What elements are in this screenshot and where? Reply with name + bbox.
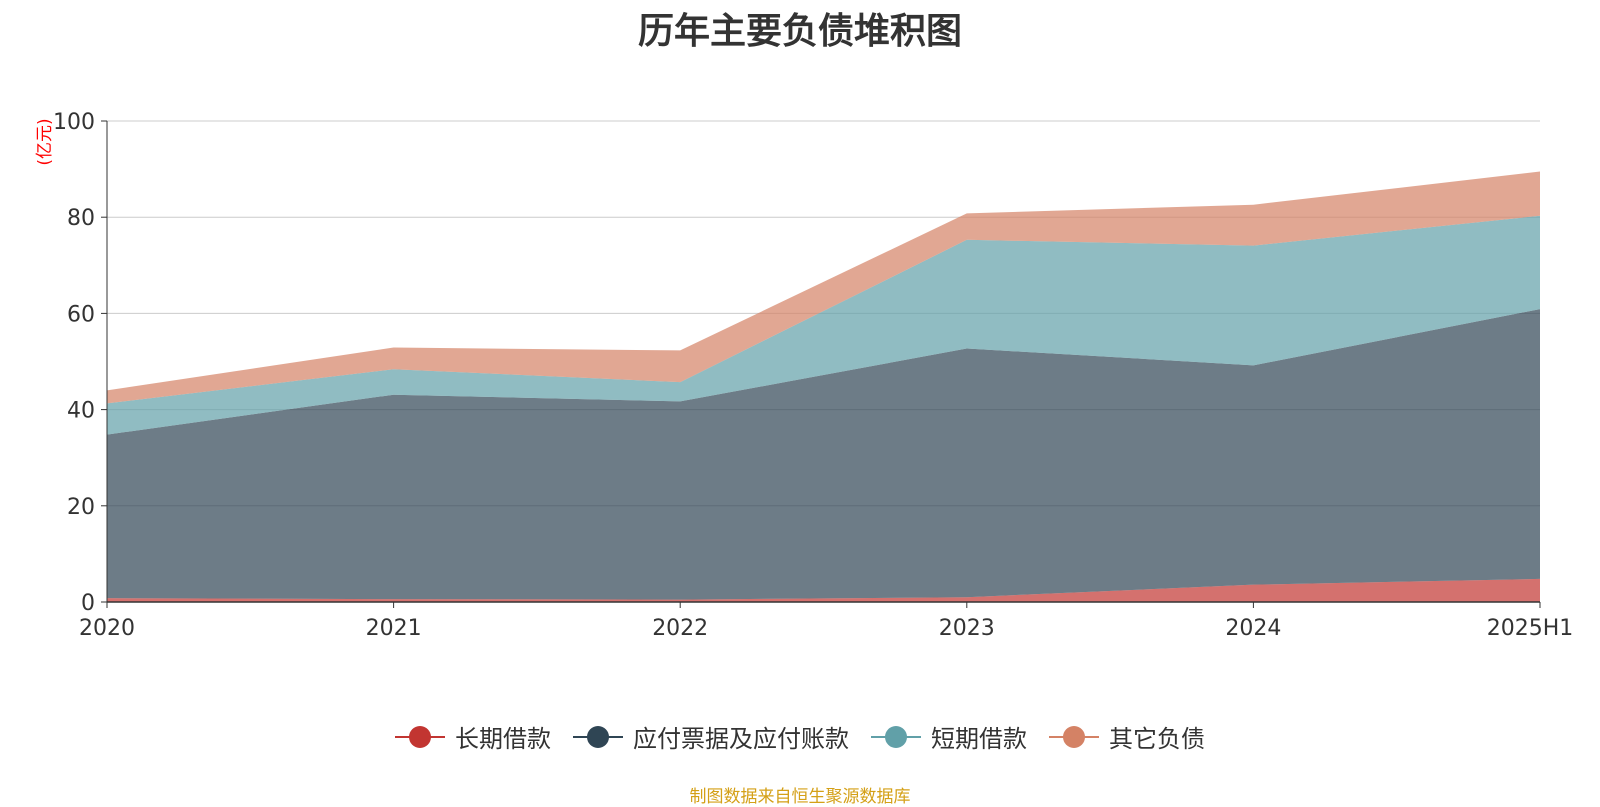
area-series-3[interactable] bbox=[107, 215, 1540, 435]
legend-label: 长期借款 bbox=[455, 725, 551, 753]
x-tick-label: 2021 bbox=[366, 616, 422, 641]
y-tick-label: 40 bbox=[67, 399, 95, 424]
legend-item-3[interactable]: 短期借款 bbox=[871, 719, 1027, 754]
area-series-1[interactable] bbox=[107, 578, 1540, 602]
area-series-2[interactable] bbox=[107, 309, 1540, 600]
legend-marker-icon bbox=[871, 725, 921, 748]
legend-marker-icon bbox=[1049, 725, 1099, 748]
area-series-4[interactable] bbox=[107, 171, 1540, 404]
y-tick-label: 20 bbox=[67, 495, 95, 520]
legend: 长期借款 应付票据及应付账款 短期借款 其它负债 bbox=[0, 719, 1600, 754]
legend-marker-icon bbox=[395, 725, 445, 748]
y-tick-label: 60 bbox=[67, 302, 95, 327]
legend-item-4[interactable]: 其它负债 bbox=[1049, 719, 1205, 754]
x-tick-label: 2024 bbox=[1225, 616, 1281, 641]
y-tick-label: 80 bbox=[67, 206, 95, 231]
source-note: 制图数据来自恒生聚源数据库 bbox=[689, 787, 911, 807]
x-tick-label: 2025H1 bbox=[1487, 616, 1574, 641]
legend-marker-icon bbox=[573, 725, 623, 748]
x-tick-label: 2022 bbox=[652, 616, 708, 641]
legend-label: 短期借款 bbox=[931, 725, 1027, 753]
legend-item-2[interactable]: 应付票据及应付账款 bbox=[573, 719, 849, 754]
axes: 0 20 40 60 80 100 2020 2021 2022 2023 2024 2025H1 bbox=[53, 110, 1573, 641]
legend-label: 其它负债 bbox=[1109, 725, 1205, 753]
y-tick-label: 0 bbox=[81, 591, 95, 616]
y-axis-unit-label: (亿元) bbox=[35, 118, 55, 165]
area-series bbox=[107, 171, 1540, 602]
legend-label: 应付票据及应付账款 bbox=[633, 725, 849, 753]
y-tick-label: 100 bbox=[53, 110, 95, 135]
x-tick-label: 2023 bbox=[939, 616, 995, 641]
legend-item-1[interactable]: 长期借款 bbox=[395, 719, 551, 754]
x-tick-label: 2020 bbox=[79, 616, 135, 641]
chart-title: 历年主要负债堆积图 bbox=[637, 11, 962, 52]
